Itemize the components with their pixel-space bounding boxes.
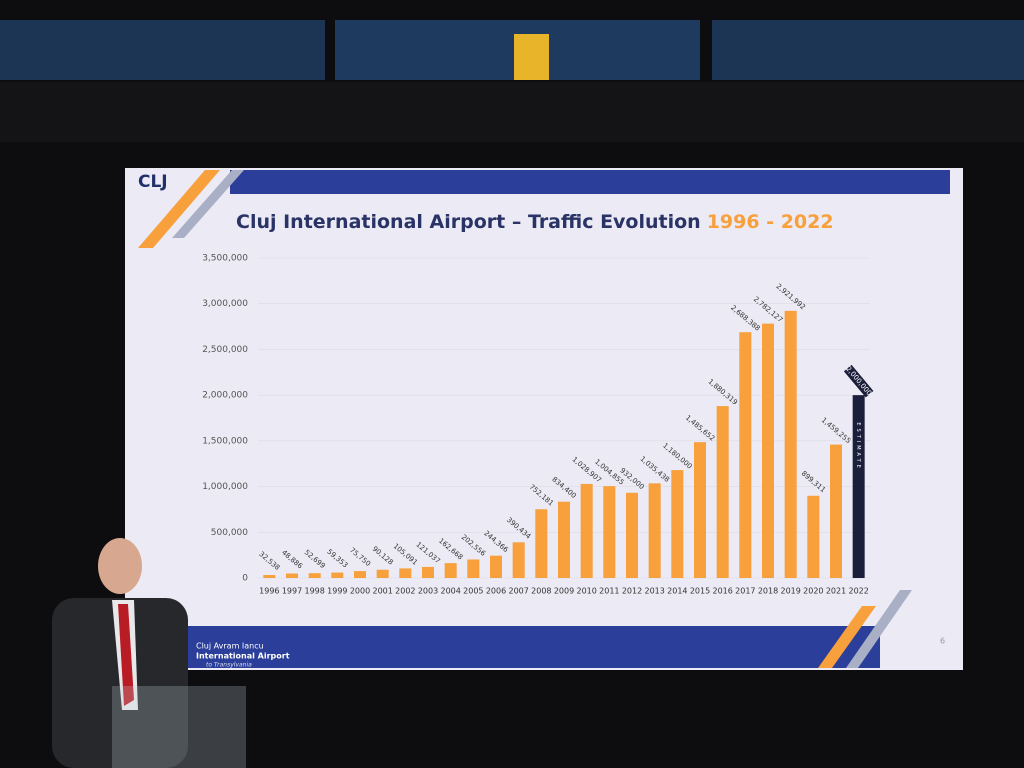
footer-stripe <box>818 606 876 668</box>
bar <box>558 501 570 578</box>
footer-text: Cluj Avram Iancu <box>196 642 264 651</box>
bar <box>286 573 298 578</box>
bar <box>648 483 661 578</box>
bar <box>784 310 797 578</box>
x-tick-label: 2002 <box>395 587 415 596</box>
y-tick-label: 3,500,000 <box>202 254 248 264</box>
y-tick-label: 2,500,000 <box>202 345 248 355</box>
x-tick-label: 2013 <box>644 587 664 596</box>
bar <box>376 569 389 578</box>
footer-text: to Transylvania <box>206 662 252 669</box>
speaker <box>52 538 246 768</box>
bar <box>467 559 480 578</box>
x-tick-label: 2009 <box>554 587 574 596</box>
bar <box>852 395 865 578</box>
bar <box>739 332 752 578</box>
x-tick-label: 2014 <box>667 587 687 596</box>
x-tick-label: 2005 <box>463 587 483 596</box>
logo: CLJ <box>138 172 168 192</box>
bar <box>263 575 276 578</box>
bar <box>399 568 412 578</box>
x-tick-label: 2010 <box>576 587 596 596</box>
bar <box>807 495 820 578</box>
x-tick-label: 2021 <box>826 587 846 596</box>
y-tick-label: 500,000 <box>211 528 248 538</box>
footer-stripe <box>846 590 912 668</box>
bar <box>535 509 548 578</box>
x-tick-label: 2007 <box>508 587 528 596</box>
x-tick-label: 2011 <box>599 587 619 596</box>
x-tick-label: 2022 <box>848 587 868 596</box>
logo-stripe <box>138 170 220 248</box>
bar <box>603 486 616 578</box>
stage-banner <box>712 20 1024 80</box>
x-tick-label: 1999 <box>327 587 347 596</box>
speaker-head <box>98 538 142 594</box>
y-tick-label: 1,000,000 <box>202 482 248 492</box>
footer-text: International Airport <box>196 652 290 661</box>
x-tick-label: 2012 <box>622 587 642 596</box>
chart-title: Cluj International Airport – Traffic Evo… <box>236 211 834 233</box>
speaker-tie <box>118 604 134 706</box>
bar <box>716 406 729 578</box>
bar <box>512 542 525 578</box>
x-tick-label: 1998 <box>304 587 324 596</box>
podium <box>112 686 246 768</box>
x-tick-label: 1996 <box>259 587 279 596</box>
x-tick-label: 2017 <box>735 587 755 596</box>
title-years: 1996 - 2022 <box>707 211 834 233</box>
bar <box>490 555 502 578</box>
annotation: ESTIMATE <box>855 422 861 470</box>
bar <box>580 483 593 578</box>
x-tick-label: 2016 <box>712 587 732 596</box>
x-tick-label: 2000 <box>350 587 370 596</box>
x-tick-label: 2001 <box>372 587 392 596</box>
slide-footer-band <box>180 626 880 668</box>
bar <box>331 572 344 578</box>
value-label-box <box>843 364 874 398</box>
bar <box>762 323 774 578</box>
x-tick-label: 2020 <box>803 587 823 596</box>
bar <box>422 566 434 578</box>
stage-banner <box>0 20 325 80</box>
bar <box>444 563 457 578</box>
x-tick-label: 2006 <box>486 587 506 596</box>
bar <box>671 470 684 578</box>
truss <box>0 82 1024 142</box>
bar <box>694 442 706 578</box>
bar <box>626 492 638 578</box>
y-tick-label: 1,500,000 <box>202 436 248 446</box>
slide <box>125 168 963 670</box>
x-tick-label: 1997 <box>282 587 302 596</box>
stage-banner-accent <box>514 34 549 80</box>
x-tick-label: 2004 <box>440 587 460 596</box>
bar <box>308 573 321 578</box>
x-tick-label: 2015 <box>690 587 710 596</box>
bar <box>354 571 366 578</box>
title-main: Cluj International Airport – Traffic Evo… <box>236 211 701 233</box>
y-tick-label: 2,000,000 <box>202 391 248 401</box>
y-tick-label: 3,000,000 <box>202 299 248 309</box>
x-tick-label: 2019 <box>780 587 800 596</box>
logo-stripe <box>172 170 244 238</box>
bar <box>830 444 842 578</box>
x-tick-label: 2008 <box>531 587 551 596</box>
slide-header-band <box>230 170 950 194</box>
page-number: 6 <box>940 637 945 646</box>
x-tick-label: 2003 <box>418 587 438 596</box>
x-tick-label: 2018 <box>758 587 778 596</box>
y-tick-label: 0 <box>242 574 248 584</box>
